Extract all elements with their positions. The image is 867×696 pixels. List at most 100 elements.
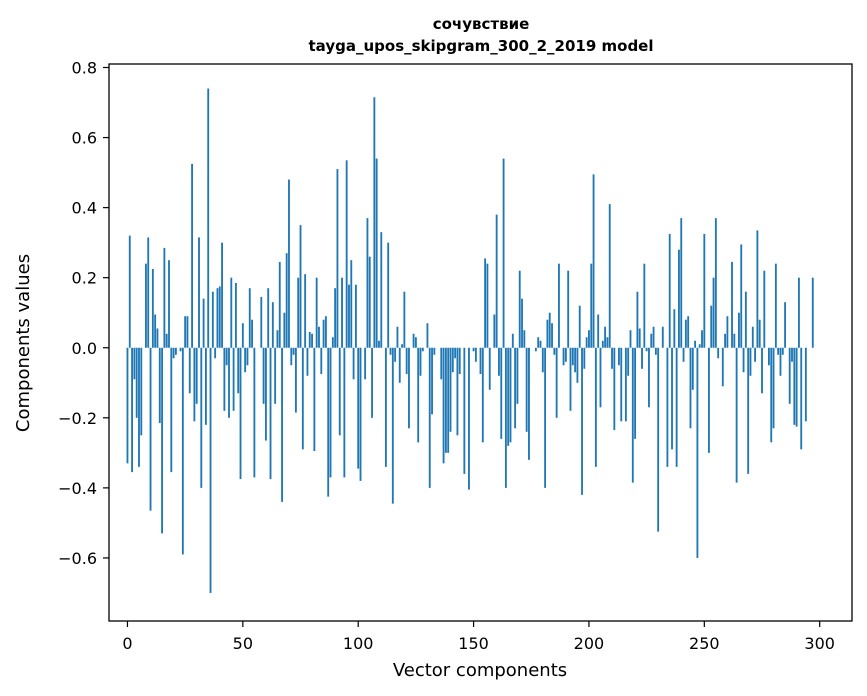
bar (318, 326, 320, 348)
bar (671, 347, 673, 450)
bar (299, 225, 302, 348)
bar (474, 347, 477, 362)
bar (281, 347, 283, 502)
bar (463, 347, 466, 474)
bar (135, 347, 138, 418)
bar (329, 347, 332, 478)
bar (696, 347, 699, 558)
bar (417, 347, 420, 443)
bar (230, 277, 233, 348)
bar (712, 277, 715, 348)
bar (754, 347, 757, 362)
bar (364, 347, 367, 380)
x-tick-label: 250 (689, 634, 720, 653)
bar (588, 330, 590, 348)
bar (306, 347, 309, 376)
bar (714, 218, 717, 348)
bar (308, 331, 311, 348)
bar (756, 230, 759, 348)
bar (211, 291, 214, 348)
bar (606, 337, 609, 348)
bar (350, 260, 353, 348)
bar (271, 302, 274, 348)
bar (537, 337, 540, 348)
bar (514, 347, 517, 429)
bar (147, 237, 150, 348)
bar (264, 347, 267, 441)
bar (168, 260, 170, 348)
bar (274, 347, 277, 404)
bar (604, 326, 607, 348)
bar (495, 214, 498, 348)
bar (269, 347, 272, 480)
bar (304, 274, 307, 348)
bar (661, 326, 664, 348)
bar (770, 347, 773, 443)
bar (555, 347, 558, 418)
bar (650, 333, 653, 348)
bar (684, 319, 687, 348)
bar (161, 347, 163, 534)
bar (228, 347, 230, 418)
bar (401, 344, 403, 348)
bar (380, 232, 383, 348)
bar (414, 337, 417, 348)
bar (251, 319, 253, 348)
bar (578, 305, 581, 348)
bar (585, 337, 588, 348)
bar (144, 263, 147, 348)
bar (440, 347, 443, 380)
bar (682, 347, 685, 362)
bar (348, 284, 350, 348)
bar (638, 328, 641, 348)
bar (571, 347, 574, 366)
bar (154, 314, 157, 348)
bar (301, 347, 304, 450)
bar (237, 347, 240, 394)
bar (357, 347, 360, 469)
bar (726, 316, 729, 348)
bar (657, 347, 660, 532)
bar (209, 347, 212, 593)
bar (320, 347, 323, 375)
bar (151, 268, 154, 348)
y-axis-label: Components values (13, 254, 34, 432)
bar (624, 347, 627, 422)
y-axis-ticks: −0.6 −0.4 −0.2 0.0 0.2 0.4 0.6 0.8 (58, 59, 109, 568)
bar (749, 347, 752, 376)
bar (811, 277, 814, 348)
bar (636, 291, 639, 348)
bar (576, 347, 579, 383)
bar (214, 347, 217, 359)
chart-subtitle: tayga_upos_skipgram_300_2_2019 model (309, 37, 654, 55)
bar (800, 347, 803, 450)
bar (408, 347, 410, 429)
bar (327, 347, 330, 497)
bar (594, 347, 597, 467)
bar (788, 347, 791, 404)
bar (345, 160, 348, 348)
bar (758, 319, 761, 348)
bar (717, 347, 720, 359)
bar (553, 347, 556, 355)
bar (768, 347, 770, 366)
bar (539, 340, 542, 348)
bar (232, 347, 235, 411)
bar (781, 347, 784, 355)
bar (343, 347, 346, 478)
bar (456, 347, 459, 436)
bar (375, 158, 378, 348)
bar (366, 218, 369, 348)
bar (195, 347, 198, 404)
y-tick-label: 0.6 (72, 129, 97, 148)
bar (544, 347, 547, 488)
bar (620, 347, 623, 422)
bar (433, 347, 436, 355)
bar (193, 347, 196, 422)
bar (336, 169, 339, 348)
chart-title: сочувствие (433, 15, 530, 33)
bar (562, 347, 565, 366)
bar (738, 312, 740, 348)
bar (181, 347, 184, 555)
bar (627, 347, 630, 376)
